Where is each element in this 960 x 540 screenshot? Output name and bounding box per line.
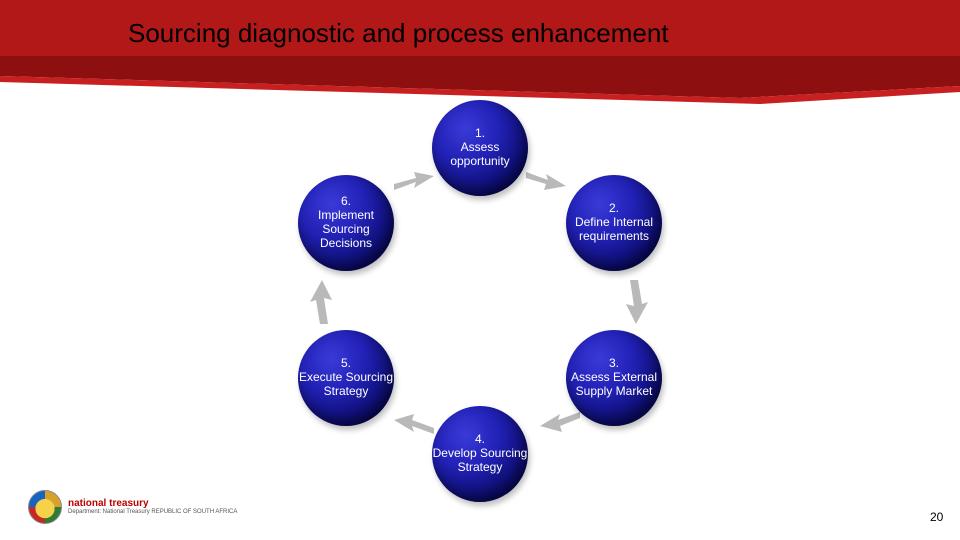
- cycle-node-label: Develop Sourcing Strategy: [432, 447, 528, 475]
- cycle-node-number: 2.: [609, 202, 619, 216]
- cycle-node-1: 1. Assess opportunity: [432, 100, 528, 196]
- cycle-node-number: 4.: [475, 433, 485, 447]
- cycle-node-2: 2. Define Internal requirements: [566, 175, 662, 271]
- coat-of-arms-icon: [28, 490, 62, 524]
- cycle-node-label: Assess opportunity: [432, 141, 528, 169]
- cycle-node-number: 6.: [341, 195, 351, 209]
- cycle-node-label: Define Internal requirements: [566, 216, 662, 244]
- cycle-arrow-2-3: [626, 280, 652, 324]
- cycle-node-number: 5.: [341, 357, 351, 371]
- cycle-node-6: 6. Implement Sourcing Decisions: [298, 175, 394, 271]
- cycle-node-label: Implement Sourcing Decisions: [298, 209, 394, 250]
- cycle-node-4: 4. Develop Sourcing Strategy: [432, 406, 528, 502]
- cycle-node-number: 3.: [609, 357, 619, 371]
- cycle-node-label: Execute Sourcing Strategy: [298, 371, 394, 399]
- cycle-node-label: Assess External Supply Market: [566, 371, 662, 399]
- footer-logo: national treasury Department: National T…: [28, 490, 237, 524]
- cycle-node-3: 3. Assess External Supply Market: [566, 330, 662, 426]
- cycle-arrow-3-4: [540, 408, 580, 438]
- cycle-arrow-4-5: [394, 408, 434, 438]
- page-title: Sourcing diagnostic and process enhancem…: [128, 18, 669, 49]
- page-number: 20: [930, 510, 943, 524]
- logo-line2: Department: National Treasury REPUBLIC O…: [68, 509, 237, 515]
- cycle-arrow-1-2: [526, 166, 566, 196]
- logo-line1: national treasury: [68, 498, 237, 509]
- cycle-node-5: 5. Execute Sourcing Strategy: [298, 330, 394, 426]
- cycle-arrow-5-6: [310, 280, 336, 324]
- cycle-arrow-6-1: [394, 166, 434, 196]
- cycle-node-number: 1.: [475, 127, 485, 141]
